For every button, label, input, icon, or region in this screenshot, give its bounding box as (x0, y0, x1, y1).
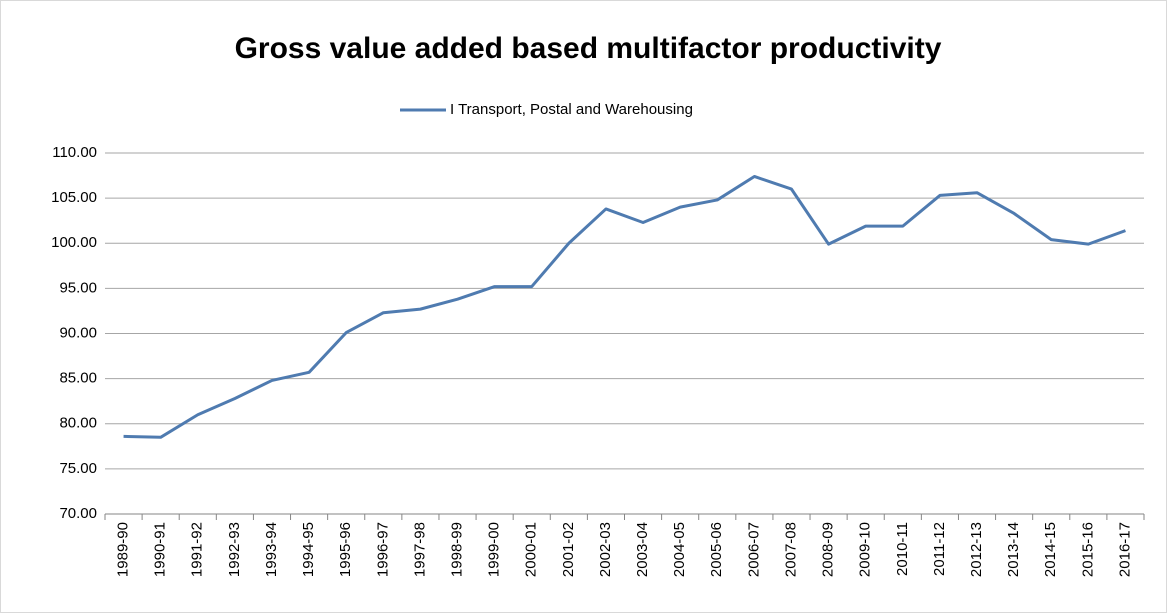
x-tick-label: 2016-17 (1116, 522, 1133, 577)
x-tick-label: 2009-10 (857, 522, 874, 577)
y-tick-label: 110.00 (52, 144, 97, 161)
y-tick-label: 70.00 (59, 505, 97, 522)
y-tick-label: 105.00 (51, 189, 97, 206)
x-tick-label: 1999-00 (486, 522, 503, 577)
x-tick-label: 1990-91 (152, 522, 169, 577)
chart-title: Gross value added based multifactor prod… (235, 32, 942, 65)
x-tick-label: 2001-02 (560, 522, 577, 577)
x-tick-label: 2007-08 (782, 522, 799, 577)
x-tick-label: 2014-15 (1042, 522, 1059, 577)
x-tick-label: 2003-04 (634, 522, 651, 577)
x-tick-label: 2006-07 (745, 522, 762, 577)
x-tick-label: 1996-97 (374, 522, 391, 577)
y-tick-label: 90.00 (59, 324, 97, 341)
x-tick-label: 1993-94 (263, 522, 280, 577)
x-tick-label: 2004-05 (671, 522, 688, 577)
x-tick-label: 1989-90 (115, 522, 132, 577)
x-tick-label: 2013-14 (1005, 522, 1022, 577)
y-tick-label: 75.00 (59, 460, 97, 477)
y-tick-label: 95.00 (59, 279, 97, 296)
x-tick-label: 2015-16 (1079, 522, 1096, 577)
x-tick-label: 2005-06 (708, 522, 725, 577)
x-tick-label: 2000-01 (523, 522, 540, 577)
series-line (123, 174, 1126, 439)
x-tick-label: 1992-93 (226, 522, 243, 577)
x-tick-label: 2011-12 (931, 522, 948, 576)
x-tick-label: 2002-03 (597, 522, 614, 577)
x-tick-label: 1995-96 (337, 522, 354, 577)
x-tick-label: 1997-98 (411, 522, 428, 577)
legend-label: I Transport, Postal and Warehousing (450, 101, 693, 118)
x-tick-label: 1991-92 (189, 522, 206, 577)
x-tick-label: 1994-95 (300, 522, 317, 577)
y-tick-label: 85.00 (59, 370, 97, 387)
y-tick-label: 100.00 (51, 234, 97, 251)
y-tick-label: 80.00 (59, 415, 97, 432)
x-tick-label: 1998-99 (448, 522, 465, 577)
x-tick-label: 2008-09 (820, 522, 837, 577)
x-tick-label: 2012-13 (968, 522, 985, 577)
x-tick-label: 2010-11 (894, 522, 911, 576)
